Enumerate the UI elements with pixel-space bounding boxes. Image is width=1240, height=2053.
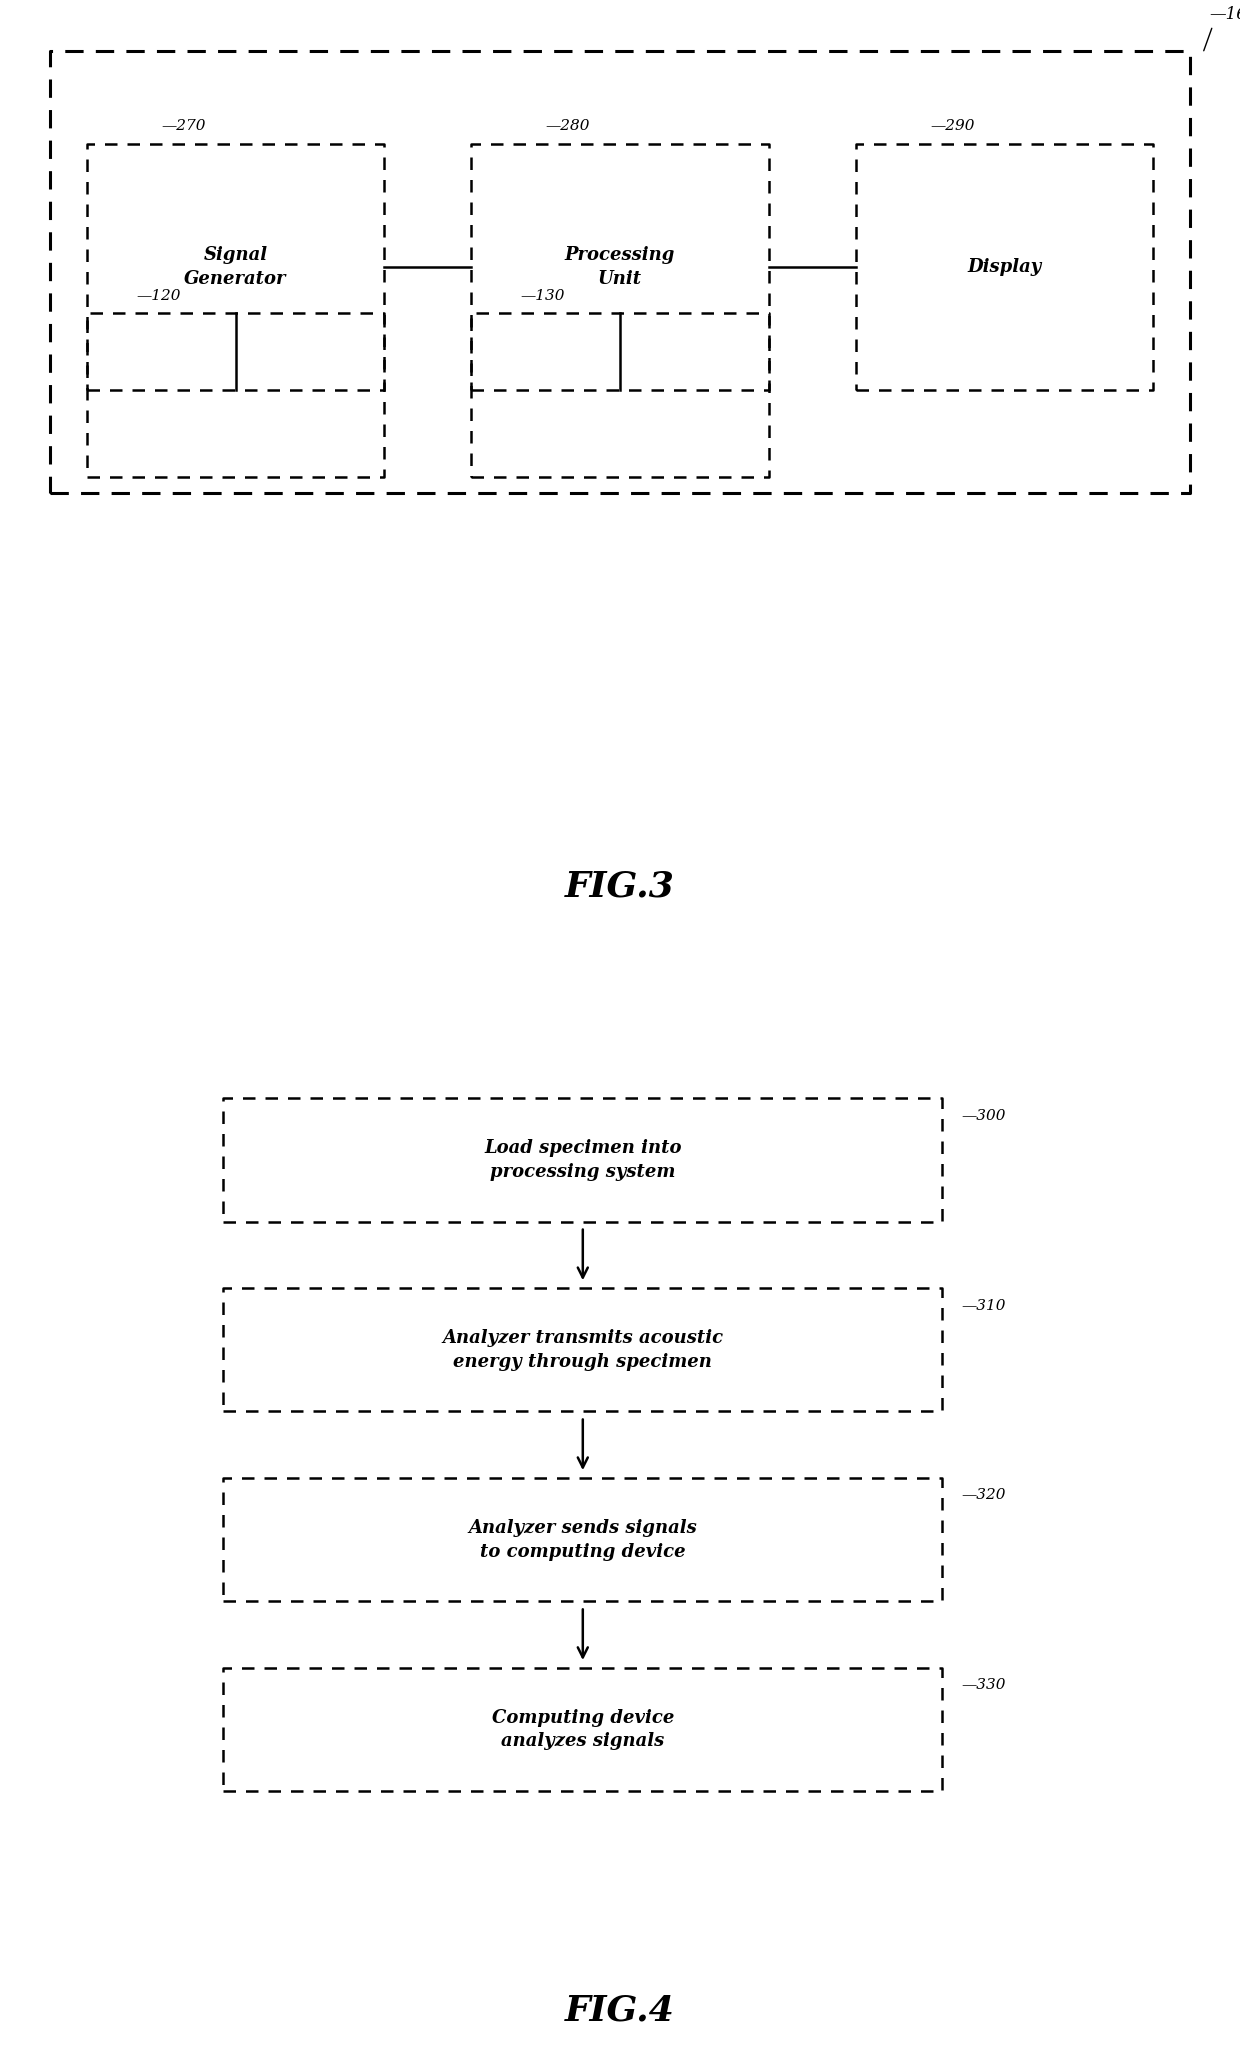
Text: Display: Display [967,259,1042,275]
Text: Signal
Generator: Signal Generator [185,246,286,287]
Text: —120: —120 [136,289,181,302]
Text: —300: —300 [961,1109,1006,1123]
Text: —280: —280 [546,119,590,133]
Text: Processing
Unit: Processing Unit [564,246,676,287]
Text: —130: —130 [521,289,565,302]
Text: —160: —160 [1209,6,1240,23]
Text: Analyzer sends signals
to computing device: Analyzer sends signals to computing devi… [469,1519,697,1560]
Text: —270: —270 [161,119,206,133]
Text: Load specimen into
processing system: Load specimen into processing system [484,1139,682,1180]
Text: Analyzer transmits acoustic
energy through specimen: Analyzer transmits acoustic energy throu… [443,1328,723,1371]
Text: FIG.3: FIG.3 [565,868,675,903]
Text: FIG.4: FIG.4 [565,1993,675,2028]
Text: —320: —320 [961,1488,1006,1503]
Text: —310: —310 [961,1300,1006,1312]
Text: Computing device
analyzes signals: Computing device analyzes signals [491,1708,675,1751]
Text: —330: —330 [961,1679,1006,1692]
Text: —290: —290 [930,119,975,133]
